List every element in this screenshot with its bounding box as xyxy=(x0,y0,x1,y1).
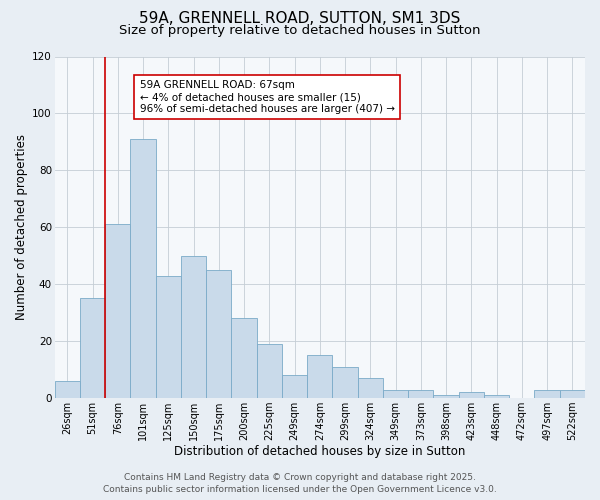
Text: 59A, GRENNELL ROAD, SUTTON, SM1 3DS: 59A, GRENNELL ROAD, SUTTON, SM1 3DS xyxy=(139,11,461,26)
Bar xyxy=(535,390,560,398)
Text: Size of property relative to detached houses in Sutton: Size of property relative to detached ho… xyxy=(119,24,481,37)
Text: 59A GRENNELL ROAD: 67sqm
← 4% of detached houses are smaller (15)
96% of semi-de: 59A GRENNELL ROAD: 67sqm ← 4% of detache… xyxy=(140,80,395,114)
Bar xyxy=(282,376,307,398)
Bar xyxy=(55,381,80,398)
Bar xyxy=(105,224,130,398)
Y-axis label: Number of detached properties: Number of detached properties xyxy=(15,134,28,320)
Bar xyxy=(560,390,585,398)
Bar xyxy=(80,298,105,398)
Text: Contains HM Land Registry data © Crown copyright and database right 2025.
Contai: Contains HM Land Registry data © Crown c… xyxy=(103,473,497,494)
Bar xyxy=(408,390,433,398)
Bar xyxy=(358,378,383,398)
Bar xyxy=(181,256,206,398)
Bar xyxy=(332,366,358,398)
X-axis label: Distribution of detached houses by size in Sutton: Distribution of detached houses by size … xyxy=(174,444,466,458)
Bar xyxy=(156,276,181,398)
Bar xyxy=(206,270,232,398)
Bar xyxy=(383,390,408,398)
Bar xyxy=(257,344,282,398)
Bar xyxy=(232,318,257,398)
Bar xyxy=(484,395,509,398)
Bar xyxy=(459,392,484,398)
Bar xyxy=(307,356,332,398)
Bar xyxy=(433,395,459,398)
Bar xyxy=(130,139,156,398)
